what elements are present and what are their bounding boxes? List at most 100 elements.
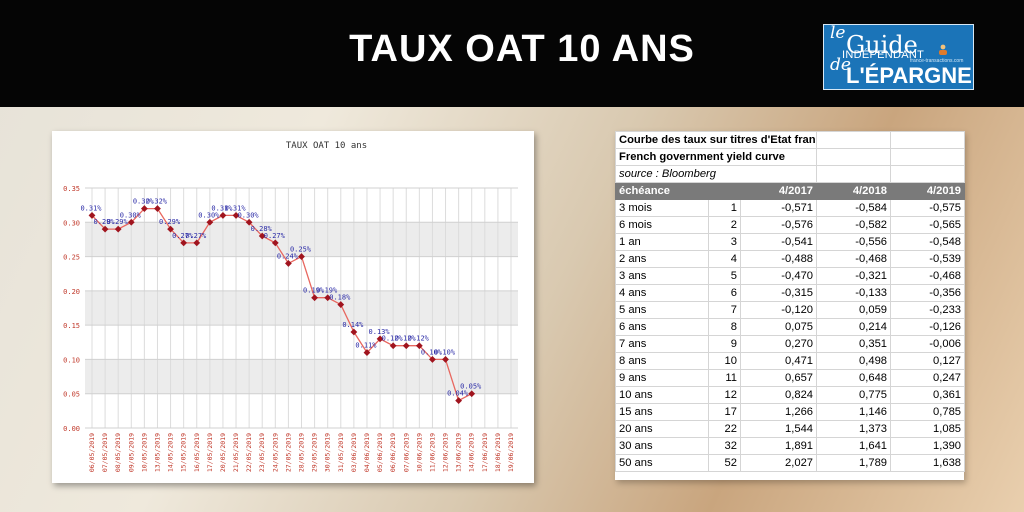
table-cell: 52	[708, 454, 741, 472]
yield-curve-table-panel: Courbe des taux sur titres d'Etat frança…	[614, 131, 966, 480]
table-cell: 2	[708, 216, 741, 234]
table-cell: 1,544	[739, 420, 818, 438]
x-tick-label: 23/05/2019	[258, 433, 266, 472]
table-cell: -0,556	[816, 233, 892, 251]
table-cell: -0,468	[890, 267, 966, 285]
table-cell: 1,638	[890, 454, 966, 472]
table-cell: 9	[708, 335, 741, 353]
table-cell: 12	[708, 386, 741, 404]
y-tick-label: 0.00	[63, 425, 80, 433]
table-cell: 0,059	[816, 301, 892, 319]
table-cell: 1	[708, 199, 741, 217]
data-label: 0.10%	[434, 348, 456, 356]
table-cell: 17	[708, 403, 741, 421]
table-cell: 4	[708, 250, 741, 268]
x-tick-label: 28/05/2019	[298, 433, 306, 472]
table-cell: 4 ans	[615, 284, 709, 302]
data-label: 0.12%	[408, 335, 430, 343]
data-point	[88, 212, 96, 219]
header-blank	[708, 182, 741, 200]
table-cell: 22	[708, 420, 741, 438]
table-cell: -0,541	[739, 233, 818, 251]
data-label: 0.30%	[120, 211, 142, 219]
x-tick-label: 07/06/2019	[402, 433, 410, 472]
x-tick-label: 19/06/2019	[507, 433, 515, 472]
data-label: 0.29%	[107, 218, 129, 226]
data-point	[455, 397, 463, 404]
table-cell: -0,470	[739, 267, 818, 285]
table-cell: 50 ans	[615, 454, 709, 472]
table-cell: -0,548	[890, 233, 966, 251]
table-cell: 5	[708, 267, 741, 285]
x-tick-label: 21/05/2019	[232, 433, 240, 472]
table-row: 30 ans 32 1,891 1,641 1,390	[615, 437, 966, 455]
table-row: 50 ans 52 2,027 1,789 1,638	[615, 454, 966, 472]
x-tick-label: 18/06/2019	[494, 433, 502, 472]
table-cell: 1,146	[816, 403, 892, 421]
table-cell: 0,214	[816, 318, 892, 336]
table-cell: 1,641	[816, 437, 892, 455]
data-label: 0.18%	[329, 294, 351, 302]
table-cell: -0,356	[890, 284, 966, 302]
data-label: 0.28%	[251, 225, 273, 233]
chart-title: TAUX OAT 10 ans	[286, 141, 367, 151]
table-cell: 6	[708, 284, 741, 302]
data-point	[258, 232, 266, 240]
data-label: 0.24%	[277, 252, 299, 260]
data-label: 0.32%	[133, 198, 155, 206]
data-point	[154, 205, 161, 212]
x-tick-label: 20/05/2019	[219, 433, 227, 472]
table-cell: -0,468	[816, 250, 892, 268]
table-row: 7 ans 9 0,270 0,351 -0,006	[615, 335, 966, 353]
table-cell: 6 mois	[615, 216, 709, 234]
data-label: 0.19%	[303, 287, 325, 295]
data-label: 0.31%	[211, 204, 233, 212]
data-point	[219, 212, 227, 219]
table-row: 20 ans 22 1,544 1,373 1,085	[615, 420, 966, 438]
table-source: source : Bloomberg	[614, 165, 818, 183]
table-cell: 0,471	[739, 352, 818, 370]
data-label: 0.10%	[421, 348, 443, 356]
table-cell: 1,085	[890, 420, 966, 438]
table-cell: 7	[708, 301, 741, 319]
table-cell: -0,584	[816, 199, 892, 217]
header-2019: 4/2019	[890, 182, 966, 200]
table-cell: 10 ans	[615, 386, 709, 404]
data-label: 0.13%	[369, 328, 391, 336]
table-row: 10 ans 12 0,824 0,775 0,361	[615, 386, 966, 404]
x-tick-label: 06/06/2019	[389, 433, 397, 472]
logo-line2: Guide	[846, 31, 918, 59]
data-label: 0.27%	[185, 232, 207, 240]
table-cell: 0,648	[816, 369, 892, 387]
top-banner: TAUX OAT 10 ANS le Guide INDÉPENDANT de …	[0, 0, 1024, 107]
table-cell: 32	[708, 437, 741, 455]
table-row: 15 ans 17 1,266 1,146 0,785	[615, 403, 966, 421]
table-cell: -0,571	[739, 199, 818, 217]
table-cell: 1,266	[739, 403, 818, 421]
data-point	[389, 342, 397, 350]
table-cell: 10	[708, 352, 741, 370]
data-label: 0.12%	[395, 335, 417, 343]
data-point	[363, 349, 371, 356]
data-label: 0.12%	[382, 335, 404, 343]
table-cell: 7 ans	[615, 335, 709, 353]
data-point	[415, 342, 423, 350]
table-cell: -0,120	[739, 301, 818, 319]
data-point	[232, 212, 240, 219]
data-point	[298, 253, 305, 260]
x-tick-label: 17/06/2019	[481, 433, 489, 472]
logo-line4: de	[830, 55, 851, 75]
data-label: 0.27%	[264, 232, 286, 240]
x-tick-label: 14/06/2019	[468, 433, 476, 472]
guide-epargne-logo[interactable]: le Guide INDÉPENDANT de L'ÉPARGNE france…	[823, 23, 974, 90]
table-header-row: échéance 4/2017 4/2018 4/2019	[615, 182, 966, 200]
yield-curve-table: Courbe des taux sur titres d'Etat frança…	[614, 131, 966, 472]
y-tick-label: 0.10	[63, 356, 80, 364]
data-point	[402, 342, 410, 350]
data-label: 0.04%	[447, 390, 469, 398]
table-cell: 0,785	[890, 403, 966, 421]
table-cell: -0,133	[816, 284, 892, 302]
x-tick-label: 15/05/2019	[180, 433, 188, 472]
y-tick-label: 0.25	[63, 254, 80, 262]
table-cell: 1 an	[615, 233, 709, 251]
